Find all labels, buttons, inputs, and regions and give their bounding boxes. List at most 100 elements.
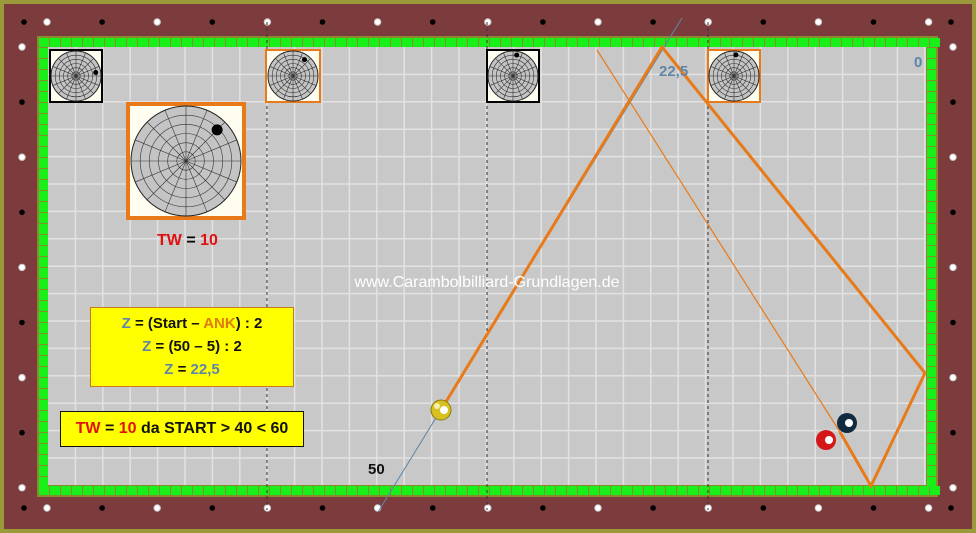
cushion-segment <box>479 486 489 495</box>
black-diamond <box>429 505 436 511</box>
spoke <box>292 75 311 94</box>
formula-line-3: Z = 22,5 <box>91 358 293 381</box>
cushion-segment <box>611 38 621 47</box>
spoke <box>58 75 77 94</box>
spoke <box>75 58 94 77</box>
cushion-segment <box>39 38 49 47</box>
cushion-segment <box>754 486 764 495</box>
white-diamond <box>18 43 26 51</box>
spoke <box>135 160 187 183</box>
cushion-segment <box>743 38 753 47</box>
cushion-segment <box>204 486 214 495</box>
spoke <box>164 110 187 162</box>
tw-text: TW <box>75 420 101 437</box>
formula-text: ) : 2 <box>235 315 263 332</box>
cushion-segment <box>927 136 936 146</box>
cushion-segment <box>655 486 665 495</box>
cushion-segment <box>259 486 269 495</box>
white-diamond <box>18 484 26 492</box>
watermark: www.Carambolbilliard-Grundlagen.de <box>353 274 619 291</box>
target-label: 22,5 <box>659 63 689 80</box>
cushion-segment <box>39 202 48 212</box>
spoke <box>292 66 317 77</box>
spoke <box>185 160 226 201</box>
condition-text: da START > 40 < 60 <box>136 420 289 437</box>
z-text: Z <box>142 338 152 355</box>
z-value: 22,5 <box>190 361 220 378</box>
ank-text: ANK <box>203 315 236 332</box>
cushion-segment <box>567 38 577 47</box>
cushion-segment <box>600 486 610 495</box>
spoke <box>58 58 77 77</box>
cushion-segment <box>402 38 412 47</box>
cushion-segment <box>116 486 126 495</box>
cushion-segment <box>787 486 797 495</box>
spoke <box>292 75 317 86</box>
cushion-segment <box>39 411 48 421</box>
spoke <box>710 66 735 77</box>
cushion-segment <box>369 38 379 47</box>
cushion-segment <box>930 38 940 47</box>
cushion-segment <box>39 301 48 311</box>
cushion-segment <box>688 38 698 47</box>
cushion-segment <box>875 38 885 47</box>
spoke <box>135 139 187 162</box>
cushion-segment <box>39 147 48 157</box>
white-diamond <box>43 18 51 26</box>
cushion-segment <box>237 486 247 495</box>
spoke <box>283 52 294 77</box>
cushion-segment <box>39 356 48 366</box>
cushion-segment <box>534 38 544 47</box>
white-diamond <box>373 18 382 26</box>
cushion-segment <box>864 38 874 47</box>
white-diamond <box>594 504 602 512</box>
tw-value: 10 <box>118 420 137 437</box>
cushion-segment <box>622 38 632 47</box>
spoke <box>275 75 294 94</box>
spoke <box>75 52 86 77</box>
spoke <box>733 75 758 86</box>
cushion-segment <box>270 486 280 495</box>
black-diamond <box>19 99 25 105</box>
spoke <box>75 75 94 94</box>
cushion-segment <box>927 213 936 223</box>
cushion-segment <box>39 312 48 322</box>
black-diamond <box>540 505 546 511</box>
cushion-segment <box>589 38 599 47</box>
spoke <box>716 75 735 94</box>
cushion-segment <box>39 114 48 124</box>
cushion-segment <box>336 486 346 495</box>
cushion-segment <box>39 422 48 432</box>
spoke <box>185 110 208 162</box>
cushion-segment <box>927 180 936 190</box>
z-text: Z <box>164 361 174 378</box>
cushion-segment <box>226 486 236 495</box>
spoke <box>512 75 531 94</box>
cushion-segment <box>171 486 181 495</box>
black-diamond <box>950 429 956 436</box>
cushion-segment <box>927 334 936 344</box>
black-diamond <box>948 19 954 25</box>
ball-target-diagram <box>486 49 540 103</box>
ball-target-diagram <box>265 49 321 103</box>
spoke <box>269 75 294 86</box>
ball-target-diagram <box>707 49 761 103</box>
spoke <box>733 52 744 77</box>
zero-label: 0 <box>914 54 923 71</box>
white-diamond <box>949 153 957 161</box>
cushion-segment <box>927 466 936 476</box>
cushion-segment <box>39 169 48 179</box>
cushion-segment <box>699 38 709 47</box>
cushion-segment <box>292 38 302 47</box>
spoke <box>292 52 303 77</box>
cushion-segment <box>743 486 753 495</box>
cushion-segment <box>842 38 852 47</box>
cushion-segment <box>927 279 936 289</box>
white-diamond <box>43 504 51 512</box>
cushion-segment <box>512 38 522 47</box>
cushion-segment <box>358 486 368 495</box>
cushion-segment <box>182 38 192 47</box>
cushion-segment <box>927 433 936 443</box>
cushion-segment <box>666 486 676 495</box>
